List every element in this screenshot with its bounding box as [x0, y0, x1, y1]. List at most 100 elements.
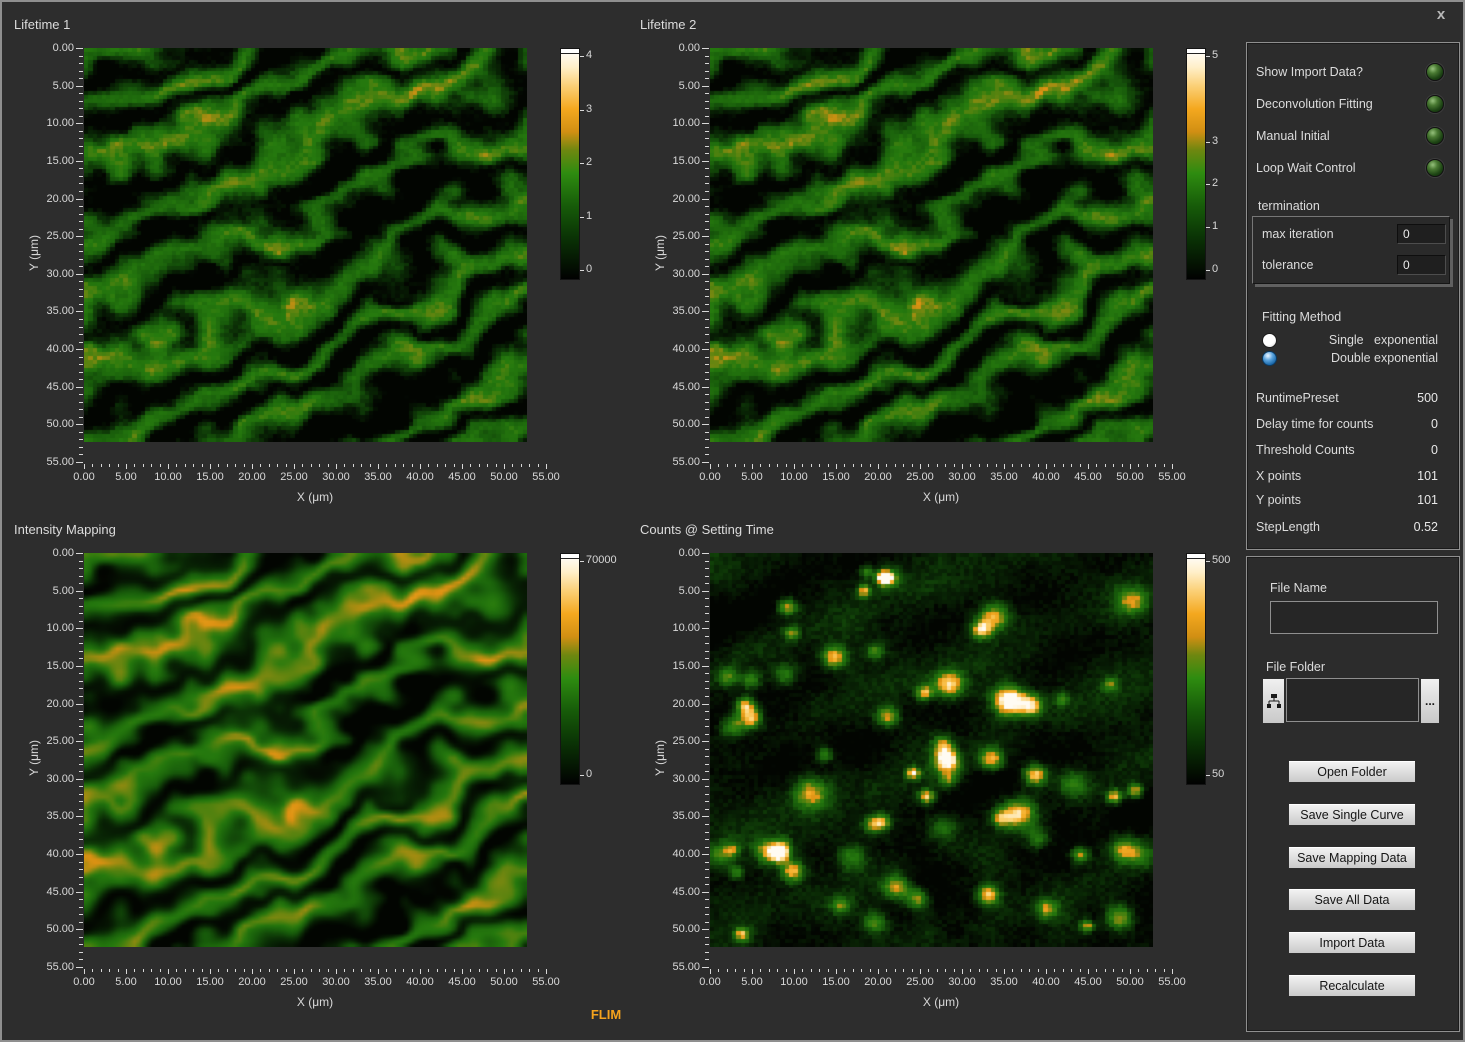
param-value[interactable]: 0: [1431, 417, 1438, 431]
close-button[interactable]: x: [1436, 5, 1446, 23]
folder-tree-button[interactable]: [1262, 678, 1285, 724]
recalculate-button[interactable]: Recalculate: [1288, 974, 1416, 997]
x-axis-tick-label: 25.00: [906, 976, 934, 988]
fitting-method-label: Fitting Method: [1262, 310, 1342, 324]
y-axis-minor-tick: [79, 823, 83, 825]
y-axis-minor-tick: [705, 266, 709, 268]
x-axis-minor-tick: [268, 969, 270, 972]
y-axis-tick: [702, 628, 709, 630]
y-axis-minor-tick: [705, 115, 709, 117]
y-axis-label: Y (μm): [653, 234, 667, 272]
intensity-heatmap[interactable]: [84, 553, 527, 947]
file-name-input[interactable]: [1270, 601, 1438, 634]
lifetime2-heatmap[interactable]: [710, 48, 1153, 442]
x-axis-tick: [962, 464, 963, 469]
y-axis-minor-tick: [705, 364, 709, 366]
led-indicator-loop-wait-control[interactable]: [1426, 159, 1444, 177]
intensity-colorbar[interactable]: [560, 553, 580, 785]
y-axis-minor-tick: [705, 55, 709, 57]
y-axis-minor-tick: [79, 733, 83, 735]
x-axis-minor-tick: [310, 464, 312, 467]
x-axis-minor-tick: [987, 464, 989, 467]
x-axis-tick: [294, 464, 295, 469]
x-axis-tick: [420, 969, 421, 974]
x-axis-minor-tick: [100, 464, 102, 467]
x-axis-minor-tick: [1062, 464, 1064, 467]
led-indicator-manual-initial[interactable]: [1426, 127, 1444, 145]
radio-single-exponential[interactable]: [1262, 332, 1277, 348]
x-axis-minor-tick: [352, 969, 354, 972]
y-axis-minor-tick: [79, 454, 83, 456]
y-axis-tick-label: 5.00: [52, 584, 74, 597]
y-axis-minor-tick: [705, 951, 709, 953]
y-axis-tick-label: 50.00: [672, 923, 700, 936]
y-axis-minor-tick: [79, 575, 83, 577]
y-axis-minor-tick: [79, 936, 83, 938]
x-axis-tick: [378, 969, 379, 974]
y-axis-tick-label: 0.00: [52, 547, 74, 559]
y-axis-minor-tick: [705, 93, 709, 95]
toggle-row-loop-wait-control: Loop Wait Control: [1256, 158, 1444, 178]
x-axis-minor-tick: [369, 464, 371, 467]
y-axis-minor-tick: [79, 944, 83, 946]
x-axis-tick-label: 55.00: [532, 471, 560, 483]
x-axis-tick-label: 20.00: [864, 976, 892, 988]
file-folder-input[interactable]: [1286, 678, 1419, 722]
x-axis-minor-tick: [151, 464, 153, 467]
x-axis-minor-tick: [369, 969, 371, 972]
import-data-button[interactable]: Import Data: [1288, 931, 1416, 954]
param-value[interactable]: 0: [1431, 443, 1438, 457]
colorbar-tick: [1206, 141, 1210, 143]
lifetime1-heatmap[interactable]: [84, 48, 527, 442]
x-axis-minor-tick: [117, 464, 119, 467]
x-axis-tick: [752, 464, 753, 469]
save-single-curve-button[interactable]: Save Single Curve: [1288, 803, 1416, 826]
y-axis-minor-tick: [79, 951, 83, 953]
param-value[interactable]: 101: [1417, 493, 1438, 507]
y-axis-tick: [702, 778, 709, 780]
x-axis-tick-label: 15.00: [822, 471, 850, 483]
x-axis-minor-tick: [495, 464, 497, 467]
y-axis-tick: [76, 929, 83, 931]
x-axis-minor-tick: [785, 464, 787, 467]
y-axis-minor-tick: [79, 303, 83, 305]
y-axis-minor-tick: [705, 145, 709, 147]
x-axis-label: X (μm): [296, 490, 334, 504]
param-value[interactable]: 500: [1417, 391, 1438, 405]
y-axis-minor-tick: [79, 251, 83, 253]
x-axis-minor-tick: [861, 969, 863, 972]
x-axis-tick-label: 20.00: [238, 976, 266, 988]
y-axis-minor-tick: [705, 446, 709, 448]
param-value[interactable]: 101: [1417, 469, 1438, 483]
param-row-steplength: StepLength 0.52: [1256, 517, 1438, 537]
max-iteration-row: max iteration: [1253, 217, 1449, 248]
x-axis-minor-tick: [1020, 464, 1022, 467]
y-axis-minor-tick: [705, 658, 709, 660]
toggle-label: Manual Initial: [1256, 129, 1330, 143]
y-axis-tick-label: 20.00: [672, 192, 700, 205]
tolerance-input[interactable]: [1397, 254, 1446, 275]
counts-colorbar[interactable]: [1186, 553, 1206, 785]
y-axis-tick: [76, 311, 83, 313]
open-folder-button[interactable]: Open Folder: [1288, 760, 1416, 783]
y-axis-minor-tick: [79, 191, 83, 193]
led-indicator-deconvolution-fitting[interactable]: [1426, 95, 1444, 113]
save-mapping-data-button[interactable]: Save Mapping Data: [1288, 846, 1416, 869]
lifetime1-colorbar[interactable]: [560, 48, 580, 280]
x-axis-tick-label: 35.00: [990, 976, 1018, 988]
browse-button[interactable]: ...: [1420, 678, 1440, 724]
x-axis-tick: [462, 464, 463, 469]
lifetime2-colorbar[interactable]: [1186, 48, 1206, 280]
counts-heatmap[interactable]: [710, 553, 1153, 947]
param-value[interactable]: 0.52: [1413, 520, 1438, 534]
param-label: X points: [1256, 469, 1302, 483]
max-iteration-input[interactable]: [1397, 223, 1446, 244]
x-axis-minor-tick: [453, 969, 455, 972]
x-axis-label: X (μm): [922, 995, 960, 1009]
save-all-data-button[interactable]: Save All Data: [1288, 888, 1416, 911]
y-axis-minor-tick: [79, 439, 83, 441]
y-axis-minor-tick: [705, 326, 709, 328]
radio-double-exponential[interactable]: [1262, 350, 1277, 366]
y-axis-minor-tick: [705, 318, 709, 320]
led-indicator-show-import-data[interactable]: [1426, 63, 1444, 81]
